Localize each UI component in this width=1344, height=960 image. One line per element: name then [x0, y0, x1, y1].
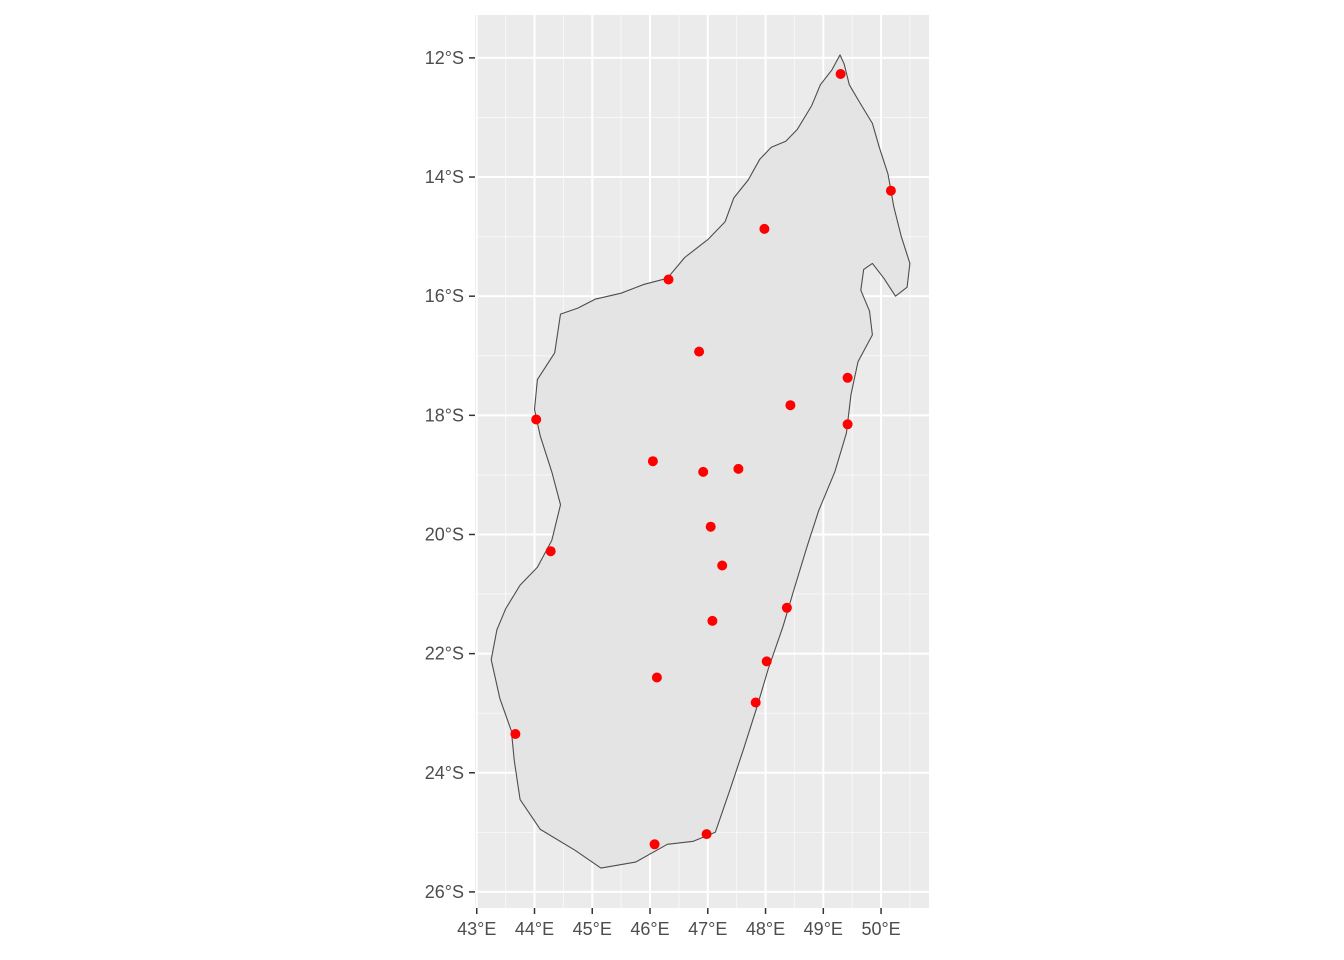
city-point — [759, 223, 770, 234]
y-tick-label: 20°S — [425, 524, 464, 544]
city-point — [531, 414, 542, 425]
city-point — [733, 463, 744, 474]
x-tick-label: 44°E — [515, 919, 554, 939]
city-points — [510, 69, 896, 850]
x-tick-label: 45°E — [573, 919, 612, 939]
x-tick-label: 48°E — [746, 919, 785, 939]
x-tick-label: 49°E — [804, 919, 843, 939]
y-tick-label: 26°S — [425, 882, 464, 902]
y-tick-label: 18°S — [425, 405, 464, 425]
city-point — [707, 615, 718, 626]
city-point — [649, 839, 660, 850]
x-tick-label: 47°E — [688, 919, 727, 939]
city-point — [701, 829, 712, 840]
y-axis: 12°S 14°S 16°S 18°S 20°S 22°S 24°S 26°S — [425, 48, 475, 902]
city-point — [705, 521, 716, 532]
x-axis: 43°E 44°E 45°E 46°E 47°E 48°E 49°E 50°E — [457, 908, 901, 939]
city-point — [835, 69, 846, 79]
y-tick-label: 14°S — [425, 167, 464, 187]
city-point — [663, 274, 674, 285]
x-tick-label: 46°E — [630, 919, 669, 939]
y-tick-label: 24°S — [425, 763, 464, 783]
city-point — [717, 560, 728, 571]
city-point — [842, 419, 853, 430]
city-point — [781, 602, 792, 613]
x-tick-label: 50°E — [861, 919, 900, 939]
city-point — [651, 672, 662, 683]
city-point — [698, 466, 709, 477]
city-point — [785, 400, 796, 411]
x-tick-label: 43°E — [457, 919, 496, 939]
madagascar-landmass — [490, 54, 911, 869]
city-point — [545, 546, 556, 557]
y-tick-label: 22°S — [425, 644, 464, 664]
city-point — [761, 656, 772, 667]
city-point — [694, 346, 705, 357]
city-point — [647, 456, 658, 467]
city-point — [750, 697, 761, 708]
city-point — [885, 185, 896, 196]
city-point — [510, 729, 521, 739]
y-tick-label: 12°S — [425, 48, 464, 68]
y-tick-label: 16°S — [425, 286, 464, 306]
city-point — [842, 372, 853, 383]
